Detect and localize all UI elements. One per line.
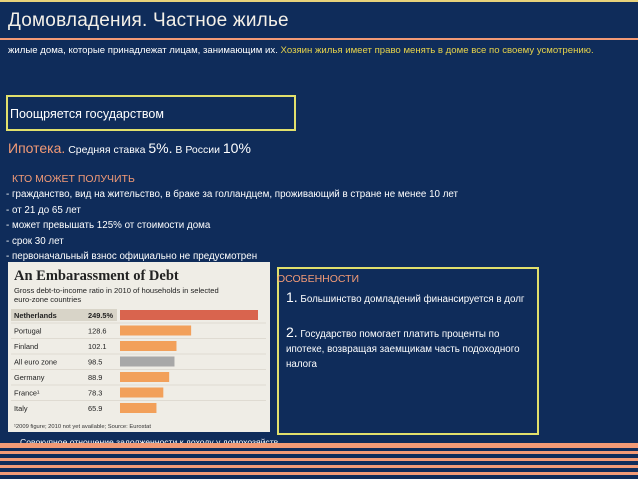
feature-item-2: 2. Государство помогает платить проценты… [286, 325, 531, 372]
mortgage-line: Ипотека. Средняя ставка 5%. В России 10% [8, 140, 251, 158]
chart-subtitle-line-2: euro-zone countries [14, 295, 81, 304]
intro-paragraph: жилые дома, которые принадлежат лицам, з… [8, 43, 630, 59]
highlight-row-background [11, 309, 117, 321]
feature-text: Большинство домладений финансируется в д… [297, 294, 525, 305]
bar-category-label: France¹ [14, 389, 40, 398]
bar-value-label: 128.6 [88, 327, 107, 336]
list-item: - может превышать 125% от стоимости дома [6, 220, 211, 231]
list-item: - первоначальный взнос официально не пре… [6, 251, 258, 262]
bar-value-label: 249.5% [88, 311, 113, 320]
bar-value-label: 98.5 [88, 358, 102, 367]
bar-category-label: All euro zone [14, 358, 57, 367]
bar-category-label: Finland [14, 342, 38, 351]
who-can-get-list: - гражданство, вид на жительство, в брак… [6, 187, 606, 265]
slide-title: Домовладения. Частное жилье [8, 10, 289, 31]
chart-subtitle-line-1: Gross debt-to-income ratio in 2010 of ho… [14, 286, 219, 295]
bottom-rule-3 [0, 458, 638, 461]
bottom-rule-4 [0, 465, 638, 468]
features-box [277, 267, 539, 435]
bar-finland [120, 341, 177, 351]
chart-caption: Совокупное отношение задолженности к дох… [20, 437, 279, 447]
title-underline [0, 38, 638, 40]
promo-box-label: Поощряется государством [10, 107, 164, 121]
bar-value-label: 102.1 [88, 342, 107, 351]
mortgage-text-1: Средняя ставка [65, 144, 149, 156]
bar-category-label: Netherlands [14, 311, 57, 320]
bottom-rule-5 [0, 472, 638, 475]
list-item: - срок 30 лет [6, 235, 64, 247]
chart-title: An Embarassment of Debt [14, 268, 179, 284]
chart-footnote: ¹2009 figure; 2010 not yet available; So… [14, 424, 151, 430]
bar-germany [120, 372, 170, 382]
who-can-get-heading: КТО МОЖЕТ ПОЛУЧИТЬ [12, 173, 135, 185]
list-item: - от 21 до 65 лет [6, 204, 81, 216]
feature-text: Государство помогает платить проценты по… [286, 329, 520, 370]
bar-netherlands [120, 310, 258, 320]
feature-number: 1. [286, 289, 298, 305]
debt-chart: An Embarassment of Debt Gross debt-to-in… [8, 262, 270, 432]
debt-chart-image: An Embarassment of Debt Gross debt-to-in… [8, 262, 270, 432]
bar-category-label: Germany [14, 373, 45, 382]
bar-portugal [120, 325, 192, 336]
bottom-rule-2 [0, 451, 638, 454]
feature-number: 2. [286, 324, 298, 340]
bar-france [120, 387, 164, 398]
bar-italy [120, 403, 157, 413]
top-accent-line [0, 0, 638, 2]
mortgage-text-2: В России [172, 144, 223, 156]
promo-box: Поощряется государством [6, 95, 296, 131]
intro-text: жилые дома, которые принадлежат лицам, з… [8, 45, 281, 56]
bar-value-label: 88.9 [88, 373, 102, 382]
intro-highlight: Хозяин жилья имеет право менять в доме в… [280, 45, 594, 56]
bar-value-label: 78.3 [88, 389, 102, 398]
bar-category-label: Italy [14, 404, 28, 413]
feature-item-1: 1. Большинство домладений финансируется … [286, 290, 531, 307]
bar-value-label: 65.9 [88, 404, 102, 413]
mortgage-rate-russia: 10% [222, 140, 251, 156]
bottom-rule-1 [0, 443, 638, 448]
chart-bars: Netherlands 249.5% Portugal 128.6 Finland 102… [11, 309, 266, 413]
bar-all-euro-zone [120, 356, 175, 367]
bar-category-label: Portugal [14, 327, 42, 336]
features-heading: ОСОБЕННОСТИ [277, 273, 360, 285]
mortgage-rate: 5%. [148, 140, 173, 156]
mortgage-label: Ипотека. [8, 140, 66, 156]
list-item: - гражданство, вид на жительство, в брак… [6, 189, 459, 200]
